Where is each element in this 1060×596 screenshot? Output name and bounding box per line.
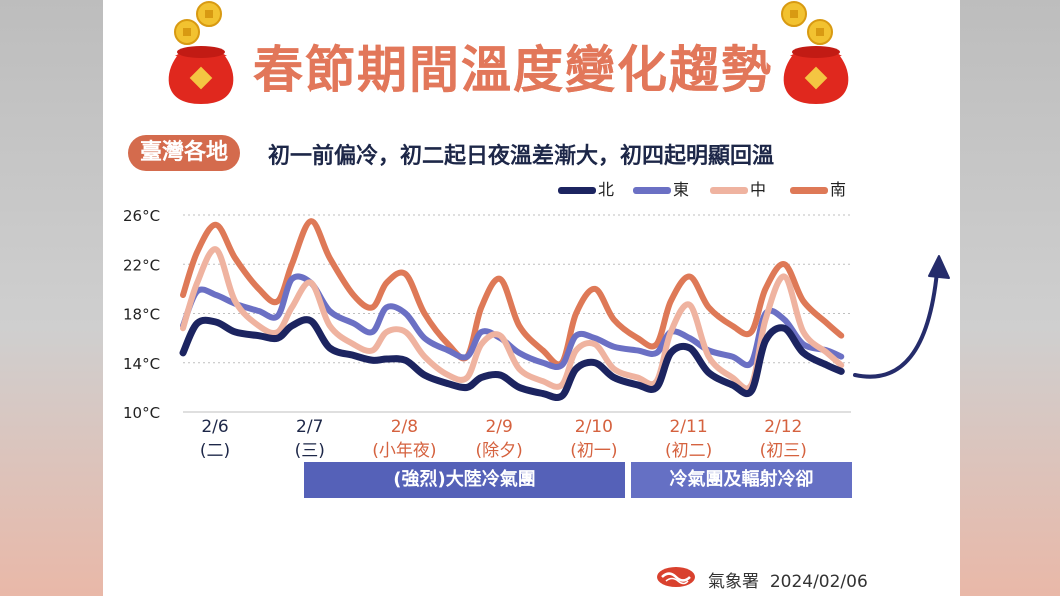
x-tick-date: 2/12: [764, 417, 802, 437]
legend-label-north: 北: [598, 180, 615, 199]
x-tick-date: 2/10: [575, 417, 613, 437]
region-tag: 臺灣各地: [128, 135, 241, 171]
y-tick-label: 22°C: [123, 256, 160, 274]
chart-title: 春節期間溫度變化趨勢: [253, 41, 773, 99]
legend-swatch-east: [633, 187, 671, 194]
y-tick-label: 14°C: [123, 355, 160, 373]
footer-agency: 氣象署: [708, 572, 759, 592]
x-tick-day: (三): [295, 441, 325, 461]
x-tick-day: (初二): [665, 441, 712, 461]
y-tick-label: 26°C: [123, 207, 160, 225]
series-line-north: [179, 316, 845, 402]
series-line-south: [180, 218, 845, 368]
x-tick-date: 2/11: [669, 417, 707, 437]
lucky-bag-icon-left: [168, 1, 234, 104]
infographic-panel: 春節期間溫度變化趨勢 臺灣各地 初一前偏冷，初二起日夜溫差漸大，初四起明顯回溫 …: [103, 0, 960, 596]
cwa-logo-icon: [657, 567, 695, 587]
radiative-cooling-bar: 冷氣團及輻射冷卻: [631, 462, 852, 498]
left-background-strip: [0, 0, 103, 596]
x-tick-day: (初三): [760, 441, 807, 461]
temperature-line-chart: 26°C 22°C 18°C 14°C 10°C 2/6 (二) 2/7 (三) 2/8 (小年夜)…: [123, 207, 950, 461]
trend-arrow-icon: [853, 270, 939, 379]
legend-swatch-central: [710, 187, 748, 194]
legend-swatch-south: [790, 187, 828, 194]
x-tick-day: (二): [200, 441, 230, 461]
legend-label-central: 中: [750, 180, 767, 199]
cold-air-mass-bar: (強烈)大陸冷氣團: [304, 462, 625, 498]
x-tick-date: 2/6: [201, 417, 228, 437]
lucky-bag-icon-right: [781, 1, 849, 104]
x-tick-day: (除夕): [476, 441, 523, 461]
legend-label-east: 東: [673, 180, 690, 199]
y-tick-label: 18°C: [123, 306, 160, 324]
series-line-central: [180, 246, 845, 392]
footer-source: 氣象署 2024/02/06: [708, 567, 868, 592]
legend-label-south: 南: [830, 180, 847, 199]
x-tick-day: (小年夜): [372, 441, 436, 461]
trend-arrowhead-icon: [928, 255, 950, 279]
x-tick-date: 2/8: [391, 417, 418, 437]
right-background-strip: [960, 0, 1060, 596]
legend-swatch-north: [558, 187, 596, 194]
chart-subtitle: 初一前偏冷，初二起日夜溫差漸大，初四起明顯回溫: [268, 144, 775, 169]
footer-date: 2024/02/06: [769, 572, 868, 592]
x-tick-date: 2/7: [296, 417, 323, 437]
x-tick-date: 2/9: [485, 417, 512, 437]
x-tick-day: (初一): [570, 441, 617, 461]
y-tick-label: 10°C: [123, 404, 160, 422]
